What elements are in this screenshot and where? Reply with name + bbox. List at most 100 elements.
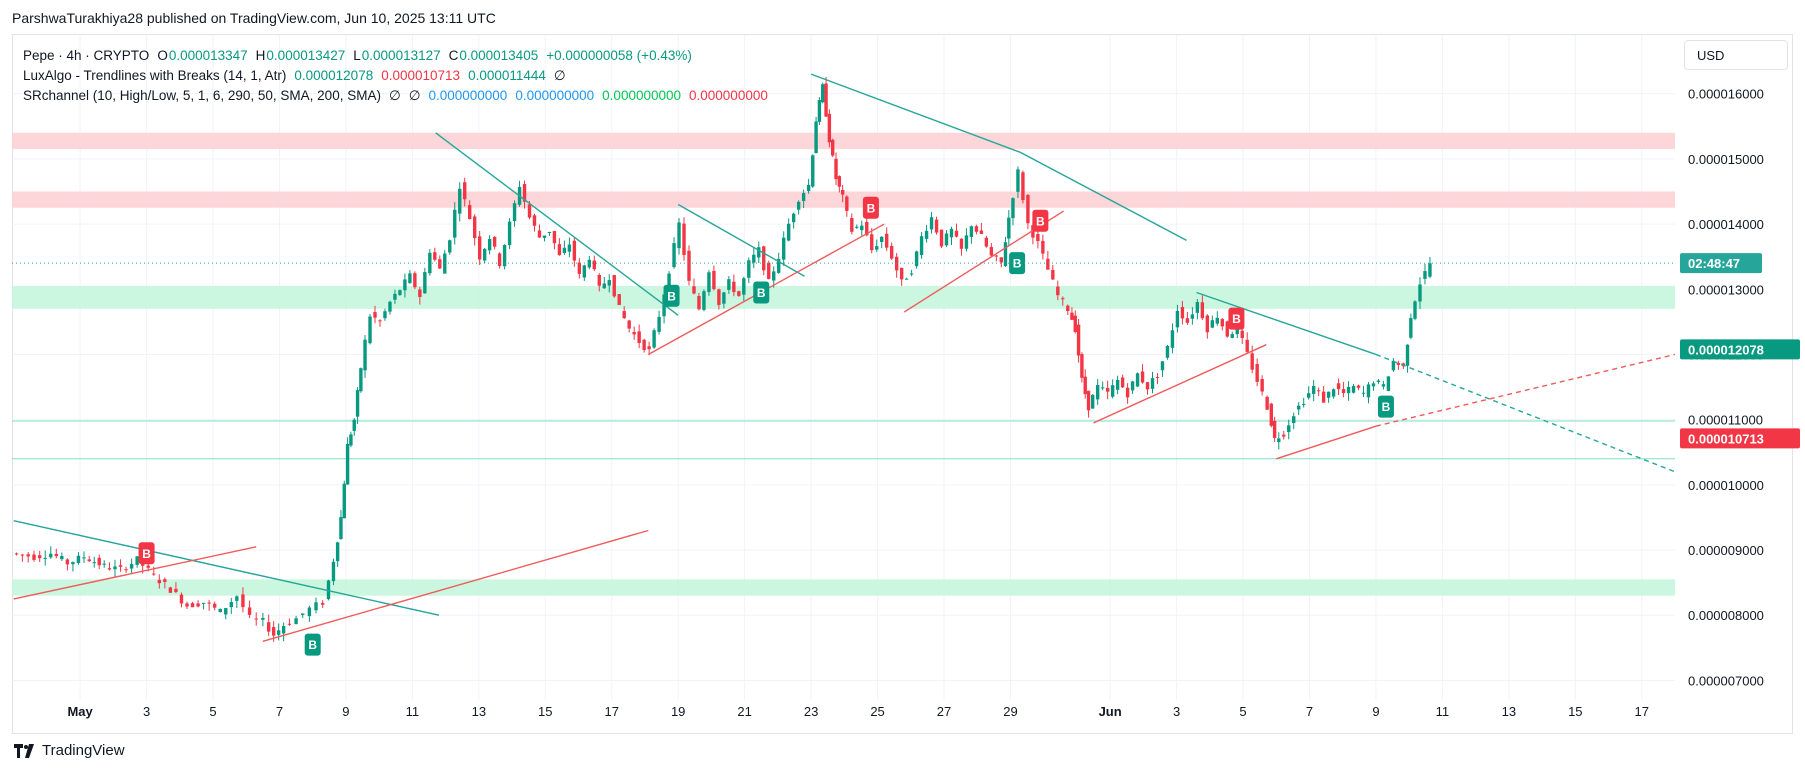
candle-63 xyxy=(355,387,360,425)
sr-zone-green-2 xyxy=(12,286,1675,309)
candle-77 xyxy=(423,267,427,294)
signal-label-5: B xyxy=(1013,257,1022,271)
signal-label-8: B xyxy=(1382,400,1391,414)
candle-body-239 xyxy=(1200,302,1205,319)
candle-81 xyxy=(443,249,447,274)
candle-body-265 xyxy=(1326,391,1331,398)
candle-body-218 xyxy=(1095,384,1100,400)
candle-228 xyxy=(1145,382,1150,395)
candle-body-219 xyxy=(1100,387,1105,389)
candle-87 xyxy=(472,214,477,246)
candle-body-277 xyxy=(1386,376,1391,391)
currency-selector-button[interactable]: USD xyxy=(1684,40,1788,70)
candle-267 xyxy=(1336,378,1341,395)
candle-body-209 xyxy=(1061,298,1065,300)
candle-body-88 xyxy=(477,236,482,260)
candle-85 xyxy=(463,177,467,207)
candle-157 xyxy=(817,97,822,126)
candle-body-281 xyxy=(1405,344,1410,366)
candle-body-255 xyxy=(1277,438,1281,443)
sr-zone-red-1 xyxy=(12,191,1675,208)
candle-67 xyxy=(373,305,377,324)
candle-body-203 xyxy=(1031,225,1035,238)
break-signal-sell-4: B xyxy=(862,196,879,219)
candle-261 xyxy=(1306,386,1311,400)
srchannel-indicator-name[interactable]: SRchannel (10, High/Low, 5, 1, 6, 290, 5… xyxy=(23,88,381,103)
candle-body-29 xyxy=(174,588,178,593)
candle-body-195 xyxy=(994,255,999,257)
candle-116 xyxy=(617,294,621,306)
candle-body-235 xyxy=(1180,307,1185,319)
candle-body-170 xyxy=(870,234,874,251)
tradingview-logo[interactable]: TradingView xyxy=(14,742,125,759)
candle-body-220 xyxy=(1105,387,1110,392)
candle-body-251 xyxy=(1260,378,1264,392)
candle-174 xyxy=(889,242,894,260)
date-tick-14: 29 xyxy=(1003,704,1017,719)
candle-193 xyxy=(984,235,989,248)
candle-body-65 xyxy=(363,339,367,371)
candle-body-191 xyxy=(974,226,979,232)
signal-badge-2 xyxy=(663,284,680,307)
date-tick-22: 15 xyxy=(1568,704,1582,719)
luxalgo-indicator-name[interactable]: LuxAlgo - Trendlines with Breaks (14, 1,… xyxy=(23,68,287,83)
candle-182 xyxy=(929,211,934,234)
candle-body-11 xyxy=(76,555,81,563)
candle-body-252 xyxy=(1265,396,1269,410)
candle-body-199 xyxy=(1011,198,1015,219)
candle-268 xyxy=(1341,381,1346,398)
candle-body-143 xyxy=(752,254,756,263)
candle-74 xyxy=(408,269,412,284)
candle-body-6 xyxy=(49,553,53,558)
candle-body-285 xyxy=(1423,271,1427,279)
candle-body-110 xyxy=(587,259,592,268)
candle-body-223 xyxy=(1120,377,1125,388)
break-signal-sell-7: B xyxy=(1228,307,1245,330)
candle-body-234 xyxy=(1175,310,1180,328)
candle-body-208 xyxy=(1056,286,1060,296)
candle-44 xyxy=(261,612,265,627)
candle-body-135 xyxy=(712,270,716,290)
candle-27 xyxy=(163,577,167,589)
candle-61 xyxy=(349,431,353,448)
candle-body-42 xyxy=(247,607,252,615)
candle-217 xyxy=(1091,394,1095,409)
candle-body-34 xyxy=(201,602,206,604)
candle-body-123 xyxy=(652,330,656,348)
candle-146 xyxy=(767,260,771,280)
sr-zones xyxy=(12,132,1675,596)
symbol-title[interactable]: Pepe · 4h · CRYPTO xyxy=(23,48,150,63)
candle-11 xyxy=(76,552,81,565)
candle-body-70 xyxy=(388,301,392,312)
candle-229 xyxy=(1150,371,1155,394)
candle-body-153 xyxy=(801,192,806,201)
candle-body-173 xyxy=(884,233,889,248)
candle-21 xyxy=(129,558,134,575)
candle-body-102 xyxy=(547,231,552,233)
candle-body-172 xyxy=(880,236,884,243)
candle-body-120 xyxy=(637,331,641,343)
candle-body-275 xyxy=(1376,380,1381,382)
candle-191 xyxy=(974,224,979,235)
candle-80 xyxy=(438,255,442,270)
candle-185 xyxy=(944,230,949,247)
candle-136 xyxy=(717,288,721,310)
candle-137 xyxy=(722,291,726,309)
candle-body-105 xyxy=(562,247,567,254)
break-signal-sell-6: B xyxy=(1032,209,1049,232)
candle-212 xyxy=(1073,310,1077,334)
candle-body-181 xyxy=(924,230,929,239)
candle-body-166 xyxy=(850,218,854,232)
candle-144 xyxy=(757,241,761,263)
candle-body-118 xyxy=(627,320,631,329)
candle-body-215 xyxy=(1083,376,1087,395)
candle-body-233 xyxy=(1170,330,1175,348)
candle-body-53 xyxy=(314,602,318,611)
candle-130 xyxy=(687,245,691,286)
candle-204 xyxy=(1036,229,1040,249)
candle-237 xyxy=(1190,307,1195,325)
candle-120 xyxy=(637,324,641,349)
candle-171 xyxy=(875,239,879,252)
candle-0 xyxy=(14,552,19,556)
